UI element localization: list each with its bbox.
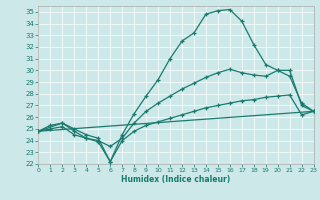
X-axis label: Humidex (Indice chaleur): Humidex (Indice chaleur) bbox=[121, 175, 231, 184]
